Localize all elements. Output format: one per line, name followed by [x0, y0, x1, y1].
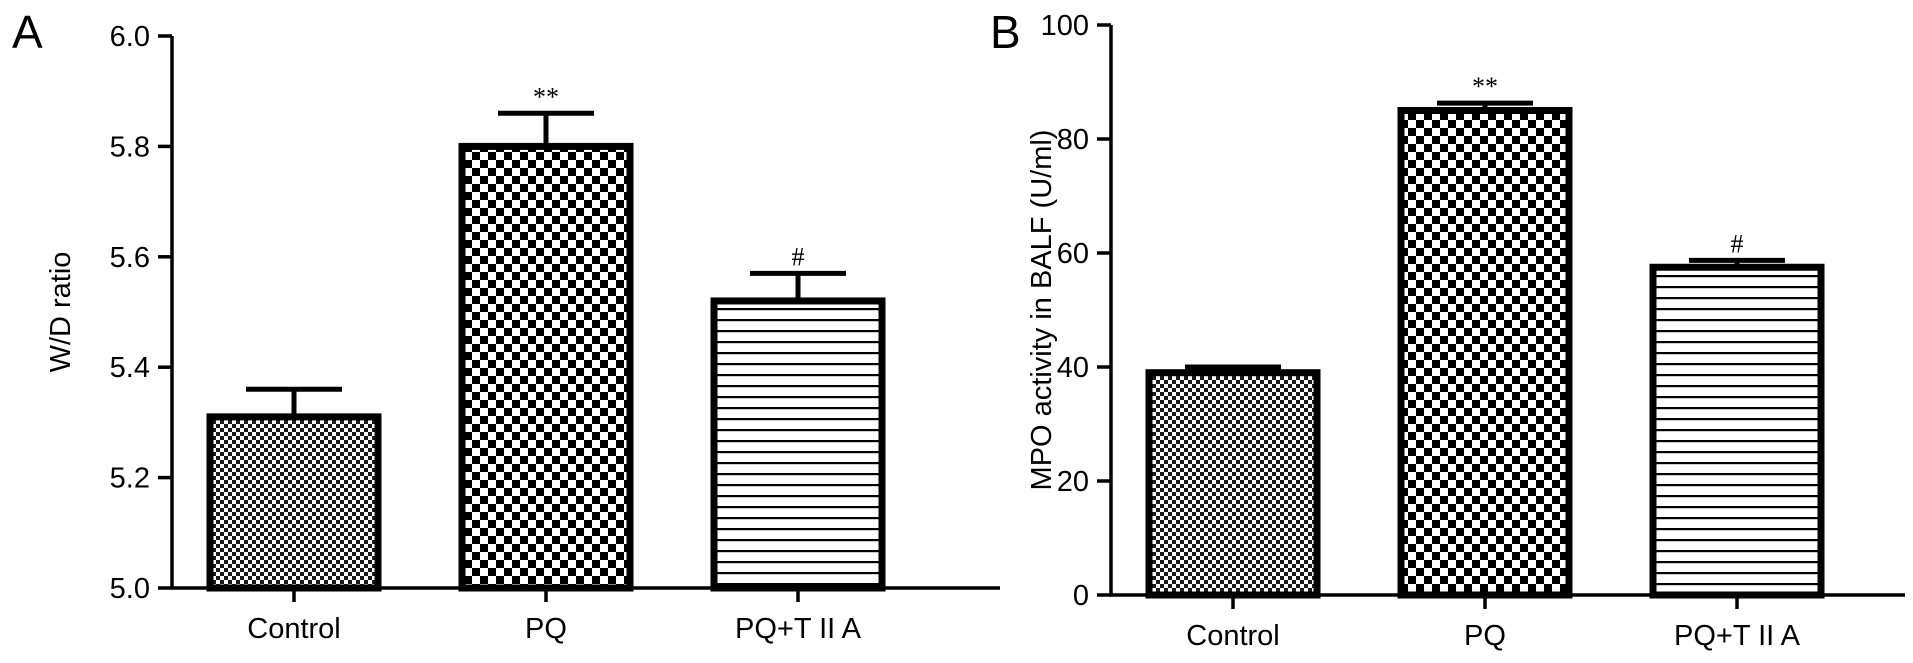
bar-1 — [206, 413, 382, 592]
significance-label: ** — [533, 82, 559, 111]
y-tick-label: 20 — [1057, 466, 1089, 498]
category-label: PQ — [525, 613, 567, 645]
category-label: PQ+T II A — [1674, 620, 1801, 652]
y-tick-label: 5.8 — [110, 131, 150, 163]
significance-label: # — [1731, 229, 1744, 258]
y-tick-label: 6.0 — [110, 21, 150, 53]
y-tick-label: 5.4 — [110, 352, 150, 384]
panel-letter: B — [990, 6, 1021, 58]
significance-label: ** — [1472, 72, 1498, 101]
category-label: PQ — [1464, 620, 1506, 652]
bar-1 — [1145, 369, 1321, 599]
panel-letter: A — [12, 6, 43, 58]
y-tick-label: 80 — [1057, 124, 1089, 156]
category-label: PQ+T II A — [735, 613, 862, 645]
bar-2 — [1397, 107, 1573, 599]
bar-3 — [710, 297, 886, 592]
y-tick-label: 5.6 — [110, 242, 150, 274]
y-tick-label: 5.2 — [110, 463, 150, 495]
chart-panel-b: B MPO activity in BALF (U/ml) Control ** PQ #… — [990, 6, 1905, 652]
y-tick-label: 5.0 — [110, 573, 150, 605]
y-tick-label: 60 — [1057, 238, 1089, 270]
significance-label: # — [792, 242, 805, 271]
bar-3 — [1649, 263, 1825, 599]
category-label: Control — [247, 613, 341, 645]
chart-panel-a: A W/D ratio Control ** PQ # PQ+T II A 5.0 5.2 5.4… — [12, 6, 1000, 645]
y-tick-label: 40 — [1057, 352, 1089, 384]
y-axis-title: W/D ratio — [45, 252, 77, 373]
category-label: Control — [1186, 620, 1280, 652]
y-tick-label: 0 — [1073, 580, 1089, 612]
bar-2 — [458, 142, 634, 592]
y-tick-label: 100 — [1041, 10, 1089, 42]
y-axis-title: MPO activity in BALF (U/ml) — [1026, 130, 1058, 491]
